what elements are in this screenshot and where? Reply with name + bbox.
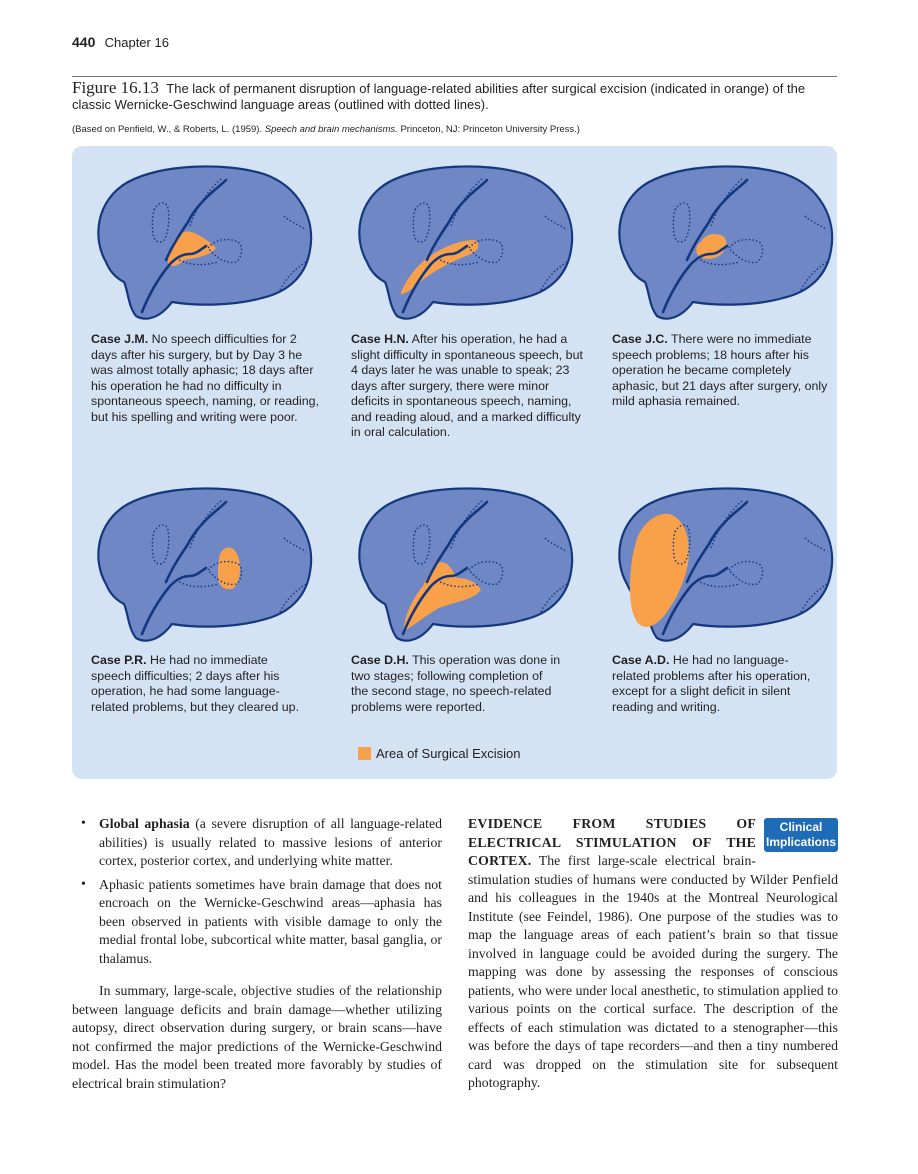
lateral-fissure bbox=[140, 566, 208, 636]
left-column: Global aphasia (a severe disruption of a… bbox=[72, 815, 442, 1093]
case-pr-description: Case P.R. He had no immediate speech dif… bbox=[91, 653, 306, 715]
figure-credit: (Based on Penfield, W., & Roberts, L. (1… bbox=[72, 124, 837, 135]
occipital-outline bbox=[540, 583, 568, 613]
occipital-outline bbox=[800, 261, 828, 291]
case-jm-description: Case J.M. No speech difficulties for 2 d… bbox=[91, 332, 323, 425]
figure-caption: Figure 16.13 The lack of permanent disru… bbox=[72, 78, 837, 113]
excision-area bbox=[629, 513, 689, 627]
parietal-outline bbox=[804, 537, 828, 553]
caption-text: The lack of permanent disruption of lang… bbox=[72, 81, 806, 112]
parietal-outline bbox=[544, 215, 568, 231]
brain-diagram-pr bbox=[97, 487, 313, 642]
lateral-fissure bbox=[140, 244, 208, 314]
parietal-outline bbox=[544, 537, 568, 553]
case-pr-text: He had no immediate speech difficulties;… bbox=[91, 653, 300, 714]
excision-area bbox=[403, 562, 481, 632]
brain-diagram-dh bbox=[358, 487, 574, 642]
brain-diagram-jc bbox=[618, 165, 834, 320]
central-fissure bbox=[164, 178, 228, 262]
occipital-outline bbox=[540, 261, 568, 291]
right-column: Clinical Implications EVIDENCE FROM STUD… bbox=[468, 815, 838, 1093]
term-global-aphasia: Global aphasia bbox=[99, 816, 190, 831]
precentral-outline bbox=[710, 499, 744, 549]
precentral-outline bbox=[450, 499, 484, 549]
brain-outline bbox=[358, 487, 574, 642]
lateral-fissure bbox=[401, 244, 469, 314]
case-ad-name: Case A.D. bbox=[612, 653, 670, 667]
figure-panel: Case J.M. No speech difficulties for 2 d… bbox=[72, 146, 837, 779]
bullet-global-aphasia: Global aphasia (a severe disruption of a… bbox=[72, 815, 442, 871]
occipital-outline bbox=[279, 583, 307, 613]
occipital-outline bbox=[279, 261, 307, 291]
case-jm-text: No speech difficulties for 2 days after … bbox=[91, 332, 320, 424]
case-jc-text: There were no immediate speech problems;… bbox=[612, 332, 828, 408]
brocas-area-outline bbox=[412, 202, 431, 243]
legend-label: Area of Surgical Excision bbox=[376, 746, 521, 761]
badge-line2: Implications bbox=[765, 835, 836, 849]
brain-diagram-ad bbox=[618, 487, 834, 642]
central-fissure bbox=[164, 500, 228, 584]
parietal-outline bbox=[804, 215, 828, 231]
bullet1-text: (a severe disruption of all language-rel… bbox=[99, 816, 443, 868]
brain-diagram-hn bbox=[358, 165, 574, 320]
running-head: 440 Chapter 16 bbox=[72, 34, 169, 51]
case-jc-name: Case J.C. bbox=[612, 332, 668, 346]
clinical-implications-badge: Clinical Implications bbox=[764, 818, 838, 852]
case-dh-description: Case D.H. This operation was done in two… bbox=[351, 653, 561, 715]
brocas-area-outline bbox=[672, 202, 691, 243]
excision-area bbox=[218, 547, 241, 590]
case-hn-description: Case H.N. After his operation, he had a … bbox=[351, 332, 583, 441]
case-hn-text: After his operation, he had a slight dif… bbox=[351, 332, 583, 439]
credit-prefix: (Based on Penfield, W., & Roberts, L. (1… bbox=[72, 124, 265, 135]
lateral-fissure bbox=[661, 566, 729, 636]
case-hn-name: Case H.N. bbox=[351, 332, 409, 346]
section-text: The first large-scale electrical brain-s… bbox=[468, 853, 838, 1090]
badge-line1: Clinical bbox=[779, 820, 823, 834]
header-rule bbox=[72, 76, 837, 77]
case-ad-text: He had no language-related problems afte… bbox=[612, 653, 811, 714]
occipital-outline bbox=[800, 583, 828, 613]
case-jm-name: Case J.M. bbox=[91, 332, 149, 346]
case-dh-text: This operation was done in two stages; f… bbox=[351, 653, 561, 714]
bullet2-text: Aphasic patients sometimes have brain da… bbox=[99, 876, 442, 966]
credit-suffix: Princeton, NJ: Princeton University Pres… bbox=[397, 124, 580, 135]
central-fissure bbox=[425, 500, 489, 584]
section-heading: EVIDENCE FROM STUDIES OF ELECTRICAL STIM… bbox=[468, 816, 756, 868]
lateral-fissure bbox=[661, 244, 729, 314]
case-ad-description: Case A.D. He had no language-related pro… bbox=[612, 653, 817, 715]
lateral-fissure bbox=[401, 566, 469, 636]
case-pr-name: Case P.R. bbox=[91, 653, 147, 667]
precentral-outline bbox=[450, 177, 484, 227]
parietal-outline bbox=[283, 215, 307, 231]
central-fissure bbox=[685, 178, 749, 262]
bullet-aphasic-patients: Aphasic patients sometimes have brain da… bbox=[72, 876, 442, 969]
central-fissure bbox=[685, 500, 749, 584]
brocas-area-outline bbox=[412, 524, 431, 565]
case-dh-name: Case D.H. bbox=[351, 653, 409, 667]
precentral-outline bbox=[189, 499, 223, 549]
precentral-outline bbox=[710, 177, 744, 227]
brocas-area-outline bbox=[151, 202, 170, 243]
page-number: 440 bbox=[72, 34, 96, 50]
brocas-area-outline bbox=[151, 524, 170, 565]
precentral-outline bbox=[189, 177, 223, 227]
excision-swatch bbox=[358, 747, 371, 760]
central-fissure bbox=[425, 178, 489, 262]
brain-diagram-jm bbox=[97, 165, 313, 320]
chapter-label: Chapter 16 bbox=[104, 35, 169, 50]
brocas-area-outline bbox=[672, 524, 691, 565]
figure-label: Figure 16.13 bbox=[72, 78, 159, 97]
brain-outline bbox=[97, 487, 313, 642]
case-jc-description: Case J.C. There were no immediate speech… bbox=[612, 332, 830, 410]
summary-paragraph: In summary, large-scale, objective studi… bbox=[72, 983, 442, 1091]
legend: Area of Surgical Excision bbox=[358, 746, 521, 761]
parietal-outline bbox=[283, 537, 307, 553]
credit-title: Speech and brain mechanisms. bbox=[264, 124, 398, 135]
